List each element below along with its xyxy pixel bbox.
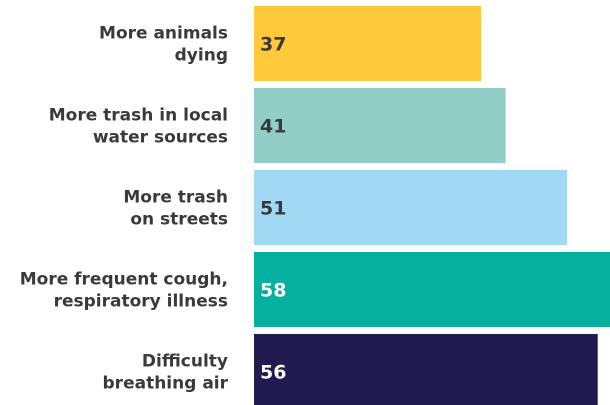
data-label-0: 37 — [260, 34, 286, 56]
bar-4 — [254, 334, 598, 405]
data-label-4: 56 — [260, 362, 286, 384]
data-label-2: 51 — [260, 198, 286, 220]
bar-2 — [254, 170, 568, 245]
category-label-4: Difficulty breathing air — [103, 352, 229, 394]
bar-0 — [254, 6, 482, 81]
bar-1 — [254, 88, 506, 163]
bar-3 — [254, 252, 610, 327]
category-label-1: More trash in local water sources — [49, 106, 228, 148]
data-label-1: 41 — [260, 116, 286, 138]
data-label-3: 58 — [260, 280, 286, 302]
category-label-0: More animals dying — [99, 24, 228, 66]
category-label-3: More frequent cough, respiratory illness — [20, 270, 228, 312]
category-label-2: More trash on streets — [123, 188, 228, 230]
